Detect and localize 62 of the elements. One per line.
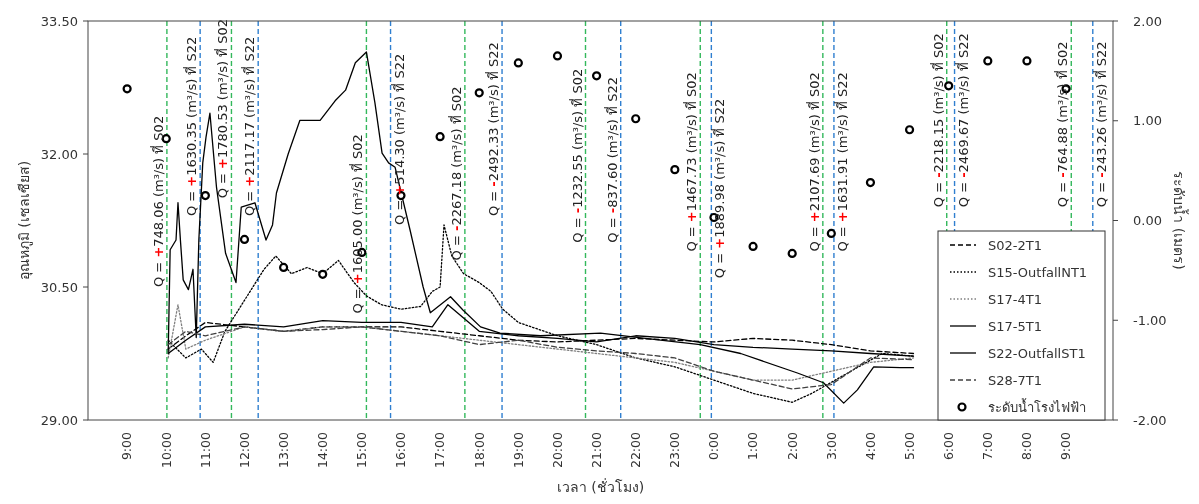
y2-tick-label: 0.00: [1133, 213, 1162, 229]
x-tick-label: 9:00: [1058, 431, 1074, 461]
y-tick-label: 32.00: [40, 146, 78, 162]
y2-tick-label: -2.00: [1133, 412, 1167, 428]
annotation: Q = -2218.15 (m³/s) ที่ S02: [929, 33, 946, 208]
x-tick-label: 4:00: [862, 431, 878, 461]
x-tick-label: 19:00: [510, 431, 526, 469]
x-tick-label: 17:00: [432, 431, 448, 469]
x-tick-label: 0:00: [706, 431, 722, 461]
annotation: Q = +2107.69 (m³/s) ที่ S02: [805, 72, 822, 252]
legend-label: S28-7T1: [988, 372, 1042, 388]
annotation: Q = -2492.33 (m³/s) ที่ S22: [485, 42, 502, 217]
x-tick-label: 22:00: [628, 431, 644, 469]
legend-label: S17-4T1: [988, 291, 1042, 307]
x-tick-label: 11:00: [197, 431, 213, 469]
x-axis-title: เวลา (ชั่วโมง): [556, 478, 645, 495]
legend-label: S02-2T1: [988, 237, 1042, 253]
x-tick-label: 20:00: [549, 431, 565, 469]
x-tick-label: 23:00: [667, 431, 683, 469]
legend-label: S17-5T1: [988, 318, 1042, 334]
x-tick-label: 13:00: [275, 431, 291, 469]
annotation: Q = +1631.91 (m³/s) ที่ S22: [833, 72, 850, 252]
legend-label: ระดับน้ำโรงไฟฟ้า: [988, 397, 1086, 415]
annotation: Q = +1780.53 (m³/s) ที่ S02: [214, 18, 231, 199]
x-tick-label: 1:00: [745, 431, 761, 461]
annotation: Q = -2267.18 (m³/s) ที่ S02: [447, 86, 464, 261]
x-tick-label: 14:00: [315, 431, 331, 469]
x-tick-label: 21:00: [588, 431, 604, 469]
legend-label: S15-OutfallNT1: [988, 264, 1088, 280]
annotation: Q = -764.88 (m³/s) ที่ S02: [1054, 41, 1071, 208]
x-tick-label: 15:00: [354, 431, 370, 469]
x-tick-label: 16:00: [393, 431, 409, 469]
annotation: Q = +514.30 (m³/s) ที่ S22: [390, 53, 407, 225]
x-tick-label: 10:00: [158, 431, 174, 469]
x-tick-label: 3:00: [823, 431, 839, 461]
annotation: Q = +1605.00 (m³/s) ที่ S02: [349, 134, 366, 314]
annotation: Q = -837.60 (m³/s) ที่ S22: [603, 77, 620, 243]
y-tick-label: 29.00: [40, 412, 78, 428]
x-tick-label: 7:00: [980, 431, 996, 461]
y-tick-label: 30.50: [40, 279, 78, 295]
x-tick-label: 2:00: [784, 431, 800, 461]
y2-tick-label: 2.00: [1133, 13, 1162, 29]
y-axis-title: อุณหภูมิ (เซลเซียส): [15, 160, 33, 281]
x-tick-label: 18:00: [471, 431, 487, 469]
annotation: Q = -243.26 (m³/s) ที่ S22: [1092, 41, 1109, 208]
x-tick-label: 12:00: [236, 431, 252, 469]
annotation: Q = +1889.98 (m³/s) ที่ S22: [711, 98, 728, 279]
annotation: Q = +748.06 (m³/s) ที่ S02: [149, 115, 166, 287]
x-tick-label: 8:00: [1019, 431, 1035, 461]
x-tick-label: 9:00: [119, 431, 135, 461]
x-tick-label: 5:00: [901, 431, 917, 461]
y2-axis-title: ระดับน้ำ (เมตร): [1171, 171, 1190, 270]
legend-label: S22-OutfallST1: [988, 345, 1086, 361]
y-tick-label: 33.50: [40, 13, 78, 29]
annotation: Q = +2117.17 (m³/s) ที่ S22: [241, 36, 258, 217]
y2-tick-label: 1.00: [1133, 113, 1162, 129]
annotation: Q = +1630.35 (m³/s) ที่ S22: [183, 36, 200, 217]
annotation: Q = -2469.67 (m³/s) ที่ S22: [954, 33, 971, 208]
x-tick-label: 6:00: [941, 431, 957, 461]
annotation: Q = +1467.73 (m³/s) ที่ S02: [683, 72, 700, 252]
annotation: Q = -1232.55 (m³/s) ที่ S02: [568, 68, 585, 243]
y2-tick-label: -1.00: [1133, 312, 1167, 328]
